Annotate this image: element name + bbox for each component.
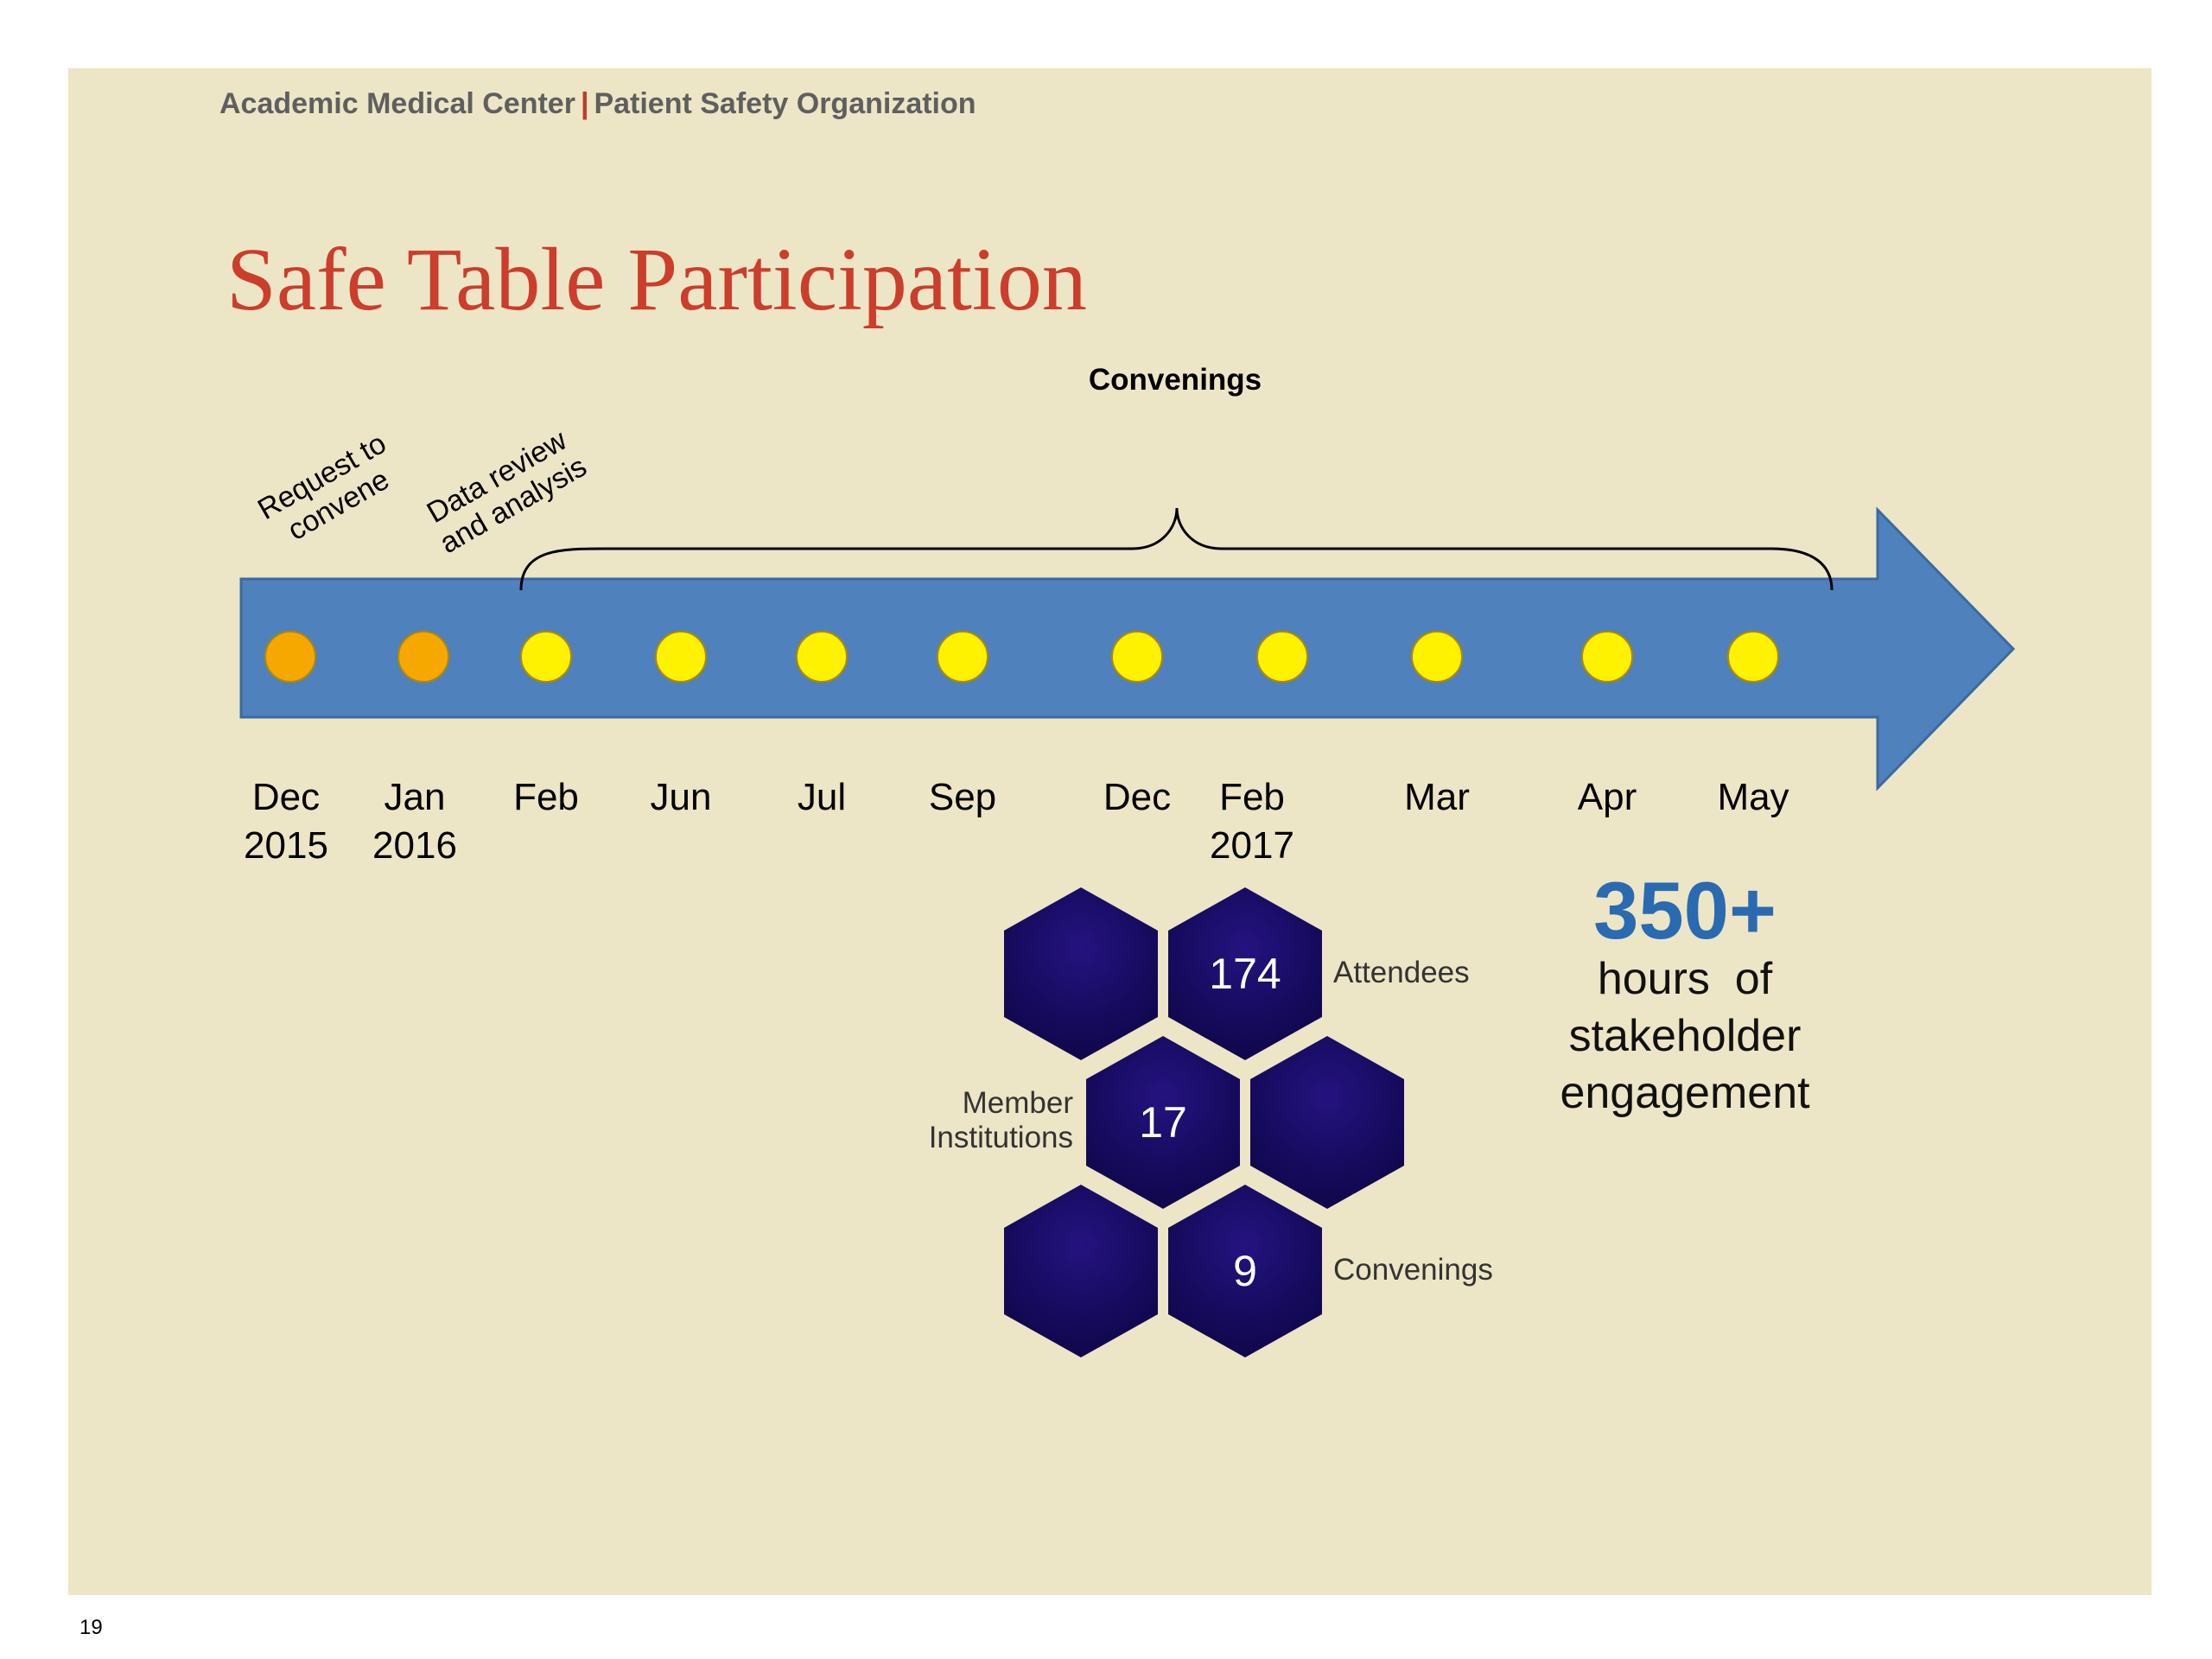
institutions-label: Member Institutions	[928, 1086, 1073, 1154]
slide-title: Safe Table Participation	[226, 230, 1087, 329]
convenings-header: Convenings	[1088, 363, 1262, 397]
timeline-dot-7	[1256, 631, 1308, 683]
month-label-6: Dec	[1072, 773, 1202, 870]
convenings-stat-label: Convenings	[1333, 1253, 1493, 1287]
month-name: Dec	[251, 776, 321, 818]
hex-institutions: 17	[1086, 1036, 1240, 1209]
attendees-count: 174	[1209, 950, 1281, 998]
month-name: Mar	[1404, 776, 1470, 818]
hex-convenings: 9	[1168, 1185, 1322, 1357]
timeline-dot-5	[937, 631, 988, 683]
hex-attendees: 174	[1168, 887, 1322, 1060]
org-subname: Patient Safety Organization	[594, 87, 976, 120]
convenings-count: 9	[1233, 1247, 1257, 1295]
month-name: Jul	[797, 776, 847, 818]
month-year: 2015	[244, 824, 328, 867]
institutions-count: 17	[1139, 1098, 1187, 1147]
timeline-dot-4	[796, 631, 848, 683]
month-name: Feb	[1219, 776, 1285, 818]
month-name: Sep	[928, 776, 997, 818]
timeline-dot-8	[1411, 631, 1463, 683]
timeline-dot-2	[520, 631, 572, 683]
month-label-10: May	[1688, 773, 1818, 870]
timeline-dot-1	[397, 631, 449, 683]
month-name: Feb	[513, 776, 579, 818]
month-label-3: Jun	[616, 773, 746, 870]
timeline-dots	[264, 631, 1779, 683]
engagement-caption: hours of stakeholder engagement	[1560, 954, 1810, 1118]
month-label-8: Mar	[1372, 773, 1502, 870]
timeline-dot-6	[1111, 631, 1163, 683]
hex-decorative-1	[1004, 887, 1158, 1060]
month-year	[481, 822, 611, 870]
month-label-1: Jan 2016	[350, 773, 480, 870]
month-year	[1372, 822, 1502, 870]
hex-decorative-3	[1004, 1185, 1158, 1357]
month-label-5: Sep	[898, 773, 1027, 870]
timeline-dot-0	[264, 631, 316, 683]
month-name: Dec	[1103, 776, 1172, 818]
month-year	[898, 822, 1027, 870]
org-header: Academic Medical Center | Patient Safety O…	[219, 87, 976, 121]
month-name: May	[1717, 776, 1789, 818]
page-number: 19	[79, 1616, 103, 1639]
month-year	[1072, 822, 1202, 870]
month-label-2: Feb	[481, 773, 611, 870]
org-name: Academic Medical Center	[219, 87, 575, 120]
timeline-dot-3	[655, 631, 707, 683]
month-year	[757, 822, 887, 870]
timeline-dot-10	[1727, 631, 1779, 683]
month-name: Apr	[1577, 776, 1637, 818]
month-year: 2017	[1210, 824, 1294, 867]
convenings-brace	[519, 507, 1834, 591]
month-year: 2016	[372, 824, 457, 867]
attendees-label: Attendees	[1333, 956, 1470, 989]
month-name: Jan	[384, 776, 446, 818]
org-separator: |	[580, 87, 589, 120]
month-year	[616, 822, 746, 870]
month-label-7: Feb 2017	[1187, 773, 1317, 870]
hex-decorative-2	[1250, 1036, 1404, 1209]
month-name: Jun	[650, 776, 712, 818]
timeline-dot-9	[1581, 631, 1633, 683]
month-year	[1542, 822, 1672, 870]
month-year	[1688, 822, 1818, 870]
month-label-4: Jul	[757, 773, 887, 870]
month-label-9: Apr	[1542, 773, 1672, 870]
month-label-0: Dec 2015	[221, 773, 351, 870]
engagement-hours: 350+	[1593, 865, 1777, 956]
